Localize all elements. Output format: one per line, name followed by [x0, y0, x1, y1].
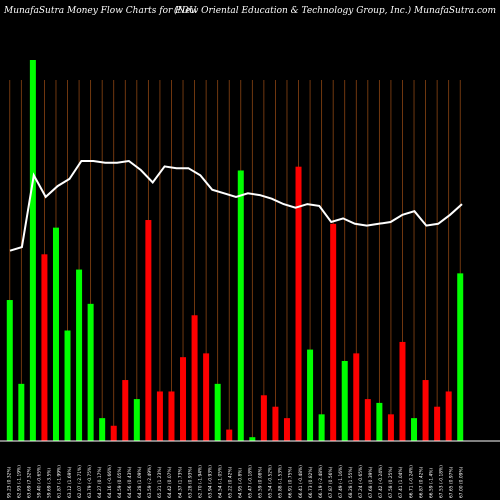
bar: [307, 349, 314, 441]
x-tick-label: 63.59 (-2.49%): [147, 465, 153, 498]
bar: [295, 166, 302, 441]
x-tick-label: 64.27 (0.17%): [97, 466, 103, 498]
x-tick-label: 67.24 (-0.65%): [358, 465, 364, 498]
x-tick-label: 66.59 (-1.4%): [428, 468, 434, 498]
bar: [156, 391, 163, 441]
x-tick-label: 66.73 (0.82%): [308, 466, 314, 498]
bar: [133, 399, 140, 441]
x-tick-label: 67.87 (0.56%): [328, 466, 334, 498]
bar: [376, 402, 383, 441]
bar: [6, 300, 13, 441]
x-tick-label: 67.68 (0.39%): [368, 466, 374, 498]
x-tick-label: 65.88 (-1.53%): [278, 465, 284, 498]
x-tick-label: 67.65 (0.97%): [448, 466, 454, 498]
bar: [29, 60, 36, 441]
bar: [191, 315, 198, 441]
x-tick-label: 66.19 (-2.48%): [318, 465, 324, 498]
bar: [18, 383, 25, 441]
x-tick-label: 66.87 (0.42%): [418, 466, 424, 498]
x-tick-label: 64.42 (0.07%): [167, 466, 173, 498]
x-tick-label: 64.16 (-0.66%): [107, 465, 113, 498]
bar: [457, 273, 464, 441]
bar: [41, 254, 48, 441]
x-tick-label: 66.71 (-0.24%): [408, 465, 414, 498]
x-tick-label: 67.49 (-1.16%): [338, 465, 344, 498]
x-tick-label: 64.95 (-0.8%): [238, 468, 244, 498]
bar: [52, 227, 59, 441]
x-tick-label: 65.22 (0.42%): [227, 466, 233, 498]
x-tick-labels: 95.23 (0.32%) 62.93 (-1.19%) 63.69 (7.32%)…: [7, 465, 465, 498]
x-tick-label: 64.59 (0.05%): [117, 466, 123, 498]
bar: [214, 383, 221, 441]
x-tick-label: 62.07 (-2.71%): [77, 465, 83, 498]
bar: [203, 353, 210, 441]
x-tick-label: 64.56 (0.43%): [127, 466, 133, 498]
bar: [226, 429, 233, 441]
bar: [110, 425, 117, 441]
x-tick-label: 65.47 (-0.18%): [248, 465, 254, 498]
bar: [341, 360, 348, 441]
bar: [422, 380, 429, 441]
x-tick-label: 64.37 (1.73%): [177, 466, 183, 498]
bar: [272, 406, 279, 441]
bar: [364, 399, 371, 441]
x-tick-label: 66.91 (0.75%): [288, 466, 294, 498]
x-tick-label: 59.69 (-3.5%): [47, 468, 53, 498]
x-tick-label: 63.28 (0.93%): [187, 466, 193, 498]
bar: [330, 223, 337, 441]
x-tick-label: 63.12 (1.69%): [67, 466, 73, 498]
x-tick-label: 67.41 (1.04%): [398, 466, 404, 498]
bar: [387, 414, 394, 441]
x-tick-label: 67.42 (-0.24%): [378, 465, 384, 498]
bar: [318, 414, 325, 441]
bar: [99, 418, 106, 441]
x-tick-label: 67.00 (0.09%): [458, 466, 464, 498]
x-tick-label: 65.59 (0.08%): [258, 466, 264, 498]
x-tick-label: 63.79 (-0.75%): [87, 465, 93, 498]
bar: [168, 391, 175, 441]
x-tick-label: 63.94 (-0.93%): [207, 465, 213, 498]
chart-title: MunafaSutra Money Flow Charts for EDU: [4, 6, 197, 16]
x-tick-label: 63.69 (7.32%): [27, 466, 33, 498]
bar: [260, 395, 267, 441]
bar: [122, 380, 129, 441]
price-line: [9, 159, 463, 252]
bar-series: [6, 60, 464, 442]
bar: [283, 418, 290, 441]
x-tick-label: 65.21 (1.23%): [157, 466, 163, 498]
chart-subtitle: (New Oriental Education & Technology Gro…: [173, 6, 496, 16]
x-tick-label: 67.53 (-0.18%): [438, 465, 444, 498]
x-tick-label: 66.41 (-0.48%): [298, 465, 304, 498]
x-tick-label: 67.58 (0.25%): [388, 466, 394, 498]
bar: [237, 170, 244, 442]
bar: [64, 330, 71, 441]
x-tick-label: 64.28 (1.09%): [137, 466, 143, 498]
bar: [145, 220, 152, 441]
bar: [249, 437, 256, 441]
bar: [399, 341, 406, 441]
bar: [180, 357, 187, 441]
x-tick-label: 65.54 (-0.52%): [268, 465, 274, 498]
bar: [76, 269, 83, 441]
x-tick-label: 64.54 (-1.05%): [217, 465, 223, 498]
bar: [445, 391, 452, 441]
bar: [353, 353, 360, 441]
bar: [411, 418, 418, 441]
x-tick-label: 62.70 (-1.94%): [197, 465, 203, 498]
x-tick-label: 95.23 (0.32%): [7, 466, 13, 498]
bar: [87, 303, 94, 441]
x-tick-label: 62.93 (-1.19%): [17, 465, 23, 498]
bar: [434, 406, 441, 441]
x-tick-label: 59.40 (-0.65%): [37, 465, 43, 498]
x-tick-label: 68.28 (1.55%): [348, 466, 354, 498]
x-tick-label: 61.87 (-1.99%): [57, 465, 63, 498]
